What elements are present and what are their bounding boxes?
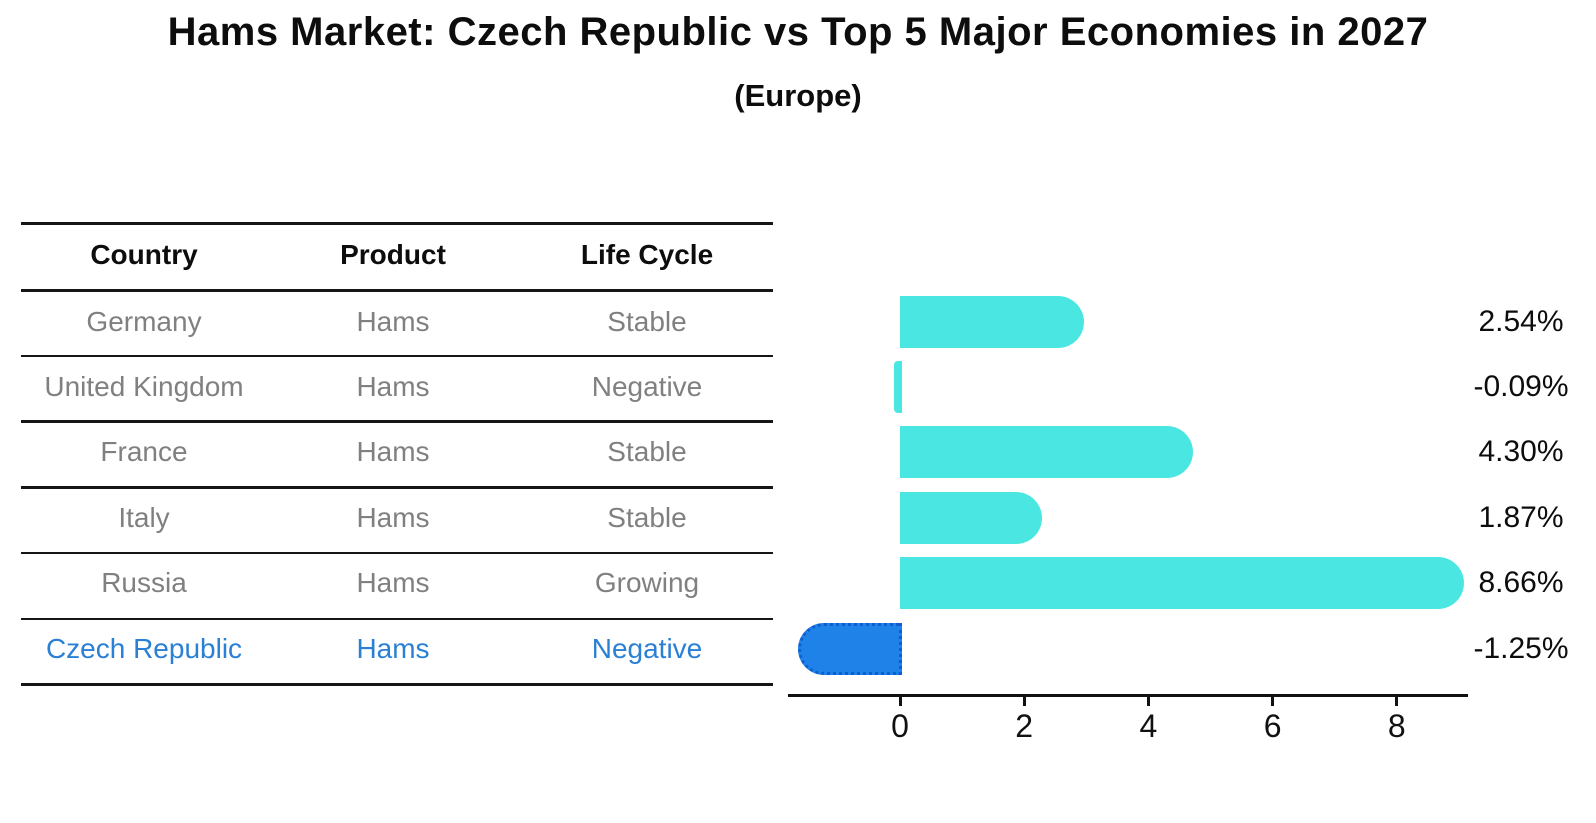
table-cell-product-russia: Hams [356, 567, 430, 599]
x-tick-label: 2 [1015, 708, 1034, 744]
table-rule [21, 486, 773, 489]
x-tick-mark [898, 696, 902, 706]
value-label-germany: 2.54% [1478, 304, 1564, 338]
x-axis-line [788, 693, 1468, 697]
value-label-france: 4.30% [1478, 435, 1564, 469]
table-rule [21, 222, 773, 225]
table-rule [21, 551, 773, 555]
table-cell-life_cycle-united-kingdom: Negative [591, 370, 703, 402]
x-tick-label: 6 [1263, 708, 1282, 744]
table-rule [21, 420, 773, 423]
table-rule [21, 617, 773, 620]
value-label-italy: 1.87% [1478, 500, 1564, 534]
x-tick-label: 8 [1387, 708, 1406, 744]
table-cell-life_cycle-france: Stable [607, 436, 687, 468]
bar-russia [900, 557, 1464, 610]
bar-germany [900, 295, 1084, 348]
table-cell-product-france: Hams [356, 436, 430, 468]
table-cell-life_cycle-russia: Growing [594, 567, 700, 599]
table-cell-product-germany: Hams [356, 305, 430, 337]
table-cell-country-russia: Russia [101, 567, 187, 599]
col-header-lifecycle: Life Cycle [580, 239, 714, 270]
x-tick-mark [1022, 696, 1026, 706]
figure-title: Hams Market: Czech Republic vs Top 5 Maj… [167, 10, 1429, 54]
bar-france [900, 426, 1194, 479]
bar-italy [900, 491, 1043, 544]
table-cell-life_cycle-italy: Stable [607, 501, 687, 533]
table-rule [21, 354, 773, 358]
table-cell-country-united-kingdom: United Kingdom [44, 370, 244, 402]
value-label-czech-republic: -1.25% [1473, 631, 1569, 665]
table-cell-country-germany: Germany [86, 305, 202, 337]
col-header-product: Product [340, 239, 446, 270]
table-cell-life_cycle-czech-republic: Negative [591, 632, 703, 664]
table-cell-country-czech-republic: Czech Republic [45, 632, 243, 664]
bar-united-kingdom [894, 360, 902, 413]
value-label-united-kingdom: -0.09% [1473, 369, 1569, 403]
x-tick-label: 0 [891, 708, 909, 744]
table-cell-country-france: France [100, 436, 188, 468]
x-tick-label: 4 [1139, 708, 1158, 744]
x-tick-mark [1271, 696, 1275, 706]
figure-subtitle: (Europe) [734, 78, 862, 113]
value-label-russia: 8.66% [1478, 566, 1564, 600]
table-rule [21, 289, 773, 292]
x-tick-mark [1395, 696, 1399, 706]
table-cell-country-italy: Italy [118, 501, 170, 533]
x-tick-mark [1146, 696, 1150, 706]
table-cell-life_cycle-germany: Stable [607, 305, 687, 337]
table-cell-product-czech-republic: Hams [356, 632, 430, 664]
table-cell-product-united-kingdom: Hams [356, 370, 430, 402]
bar-czech-republic [798, 622, 902, 675]
col-header-country: Country [90, 239, 198, 270]
table-cell-product-italy: Hams [356, 501, 430, 533]
table-rule [21, 683, 773, 686]
